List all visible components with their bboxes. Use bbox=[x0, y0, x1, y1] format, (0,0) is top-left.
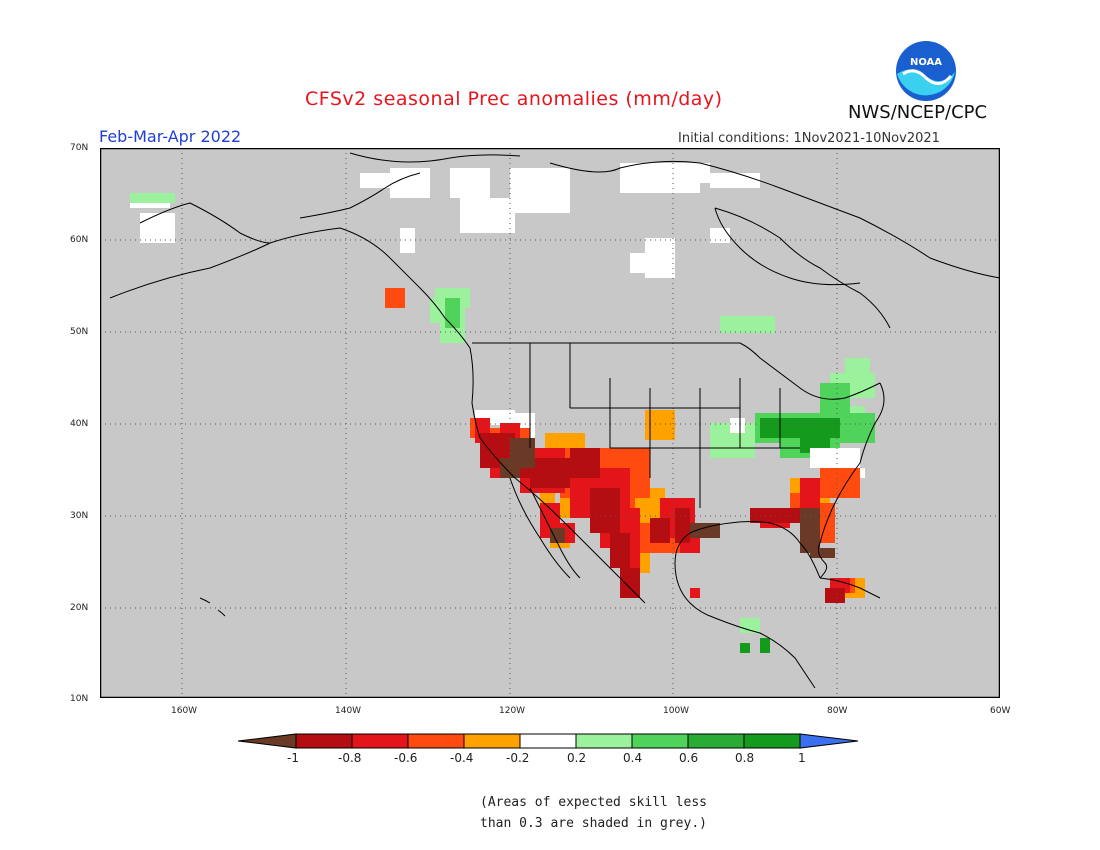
legend-tick: -1 bbox=[287, 751, 299, 765]
lat-label-30n: 30N bbox=[70, 511, 89, 521]
coastlines bbox=[109, 152, 1000, 689]
lon-label-120w: 120W bbox=[499, 706, 526, 716]
footnote-line-2: than 0.3 are shaded in grey.) bbox=[480, 816, 707, 831]
lat-label-40n: 40N bbox=[70, 419, 89, 429]
legend-swatch bbox=[519, 733, 577, 749]
legend-tick: 1 bbox=[798, 751, 806, 765]
anomaly-field bbox=[130, 163, 875, 653]
legend-swatch bbox=[351, 733, 409, 749]
agency-label: NWS/NCEP/CPC bbox=[848, 102, 988, 123]
lat-label-70n: 70N bbox=[70, 143, 89, 153]
legend-tick: -0.4 bbox=[450, 751, 474, 765]
lon-label-140w: 140W bbox=[335, 706, 362, 716]
legend-swatch bbox=[743, 733, 801, 749]
lon-label-100w: 100W bbox=[663, 706, 690, 716]
map-title: CFSv2 seasonal Prec anomalies (mm/day) bbox=[305, 88, 723, 110]
legend-swatch bbox=[687, 733, 745, 749]
noaa-logo: NOAA bbox=[896, 41, 956, 101]
lon-label-60w: 60W bbox=[990, 706, 1011, 716]
legend-swatch bbox=[295, 733, 353, 749]
lat-label-10n: 10N bbox=[70, 694, 89, 704]
graticule bbox=[100, 148, 1000, 698]
color-legend bbox=[238, 733, 859, 749]
lon-label-160w: 160W bbox=[171, 706, 198, 716]
legend-tick: 0.2 bbox=[567, 751, 587, 765]
initial-conditions: Initial conditions: 1Nov2021-10Nov2021 bbox=[678, 131, 940, 146]
legend-swatch bbox=[407, 733, 465, 749]
lon-label-80w: 80W bbox=[827, 706, 848, 716]
svg-text:NOAA: NOAA bbox=[910, 57, 942, 68]
anomaly-map bbox=[100, 148, 1000, 698]
lat-label-50n: 50N bbox=[70, 327, 89, 337]
legend-tick: -0.6 bbox=[394, 751, 418, 765]
legend-swatch-min bbox=[238, 733, 297, 749]
map-frame bbox=[100, 148, 1000, 698]
legend-swatch-max bbox=[799, 733, 859, 749]
legend-tick: -0.2 bbox=[506, 751, 530, 765]
legend-tick: -0.8 bbox=[338, 751, 362, 765]
skill-footnote: (Areas of expected skill less than 0.3 a… bbox=[480, 792, 707, 834]
lat-label-60n: 60N bbox=[70, 235, 89, 245]
legend-tick: 0.8 bbox=[735, 751, 755, 765]
legend-swatch bbox=[463, 733, 521, 749]
lat-label-20n: 20N bbox=[70, 603, 89, 613]
legend-swatch bbox=[575, 733, 633, 749]
legend-tick: 0.4 bbox=[623, 751, 643, 765]
forecast-period: Feb-Mar-Apr 2022 bbox=[99, 127, 242, 146]
footnote-line-1: (Areas of expected skill less bbox=[480, 795, 707, 810]
legend-swatch bbox=[631, 733, 689, 749]
legend-tick: 0.6 bbox=[679, 751, 699, 765]
